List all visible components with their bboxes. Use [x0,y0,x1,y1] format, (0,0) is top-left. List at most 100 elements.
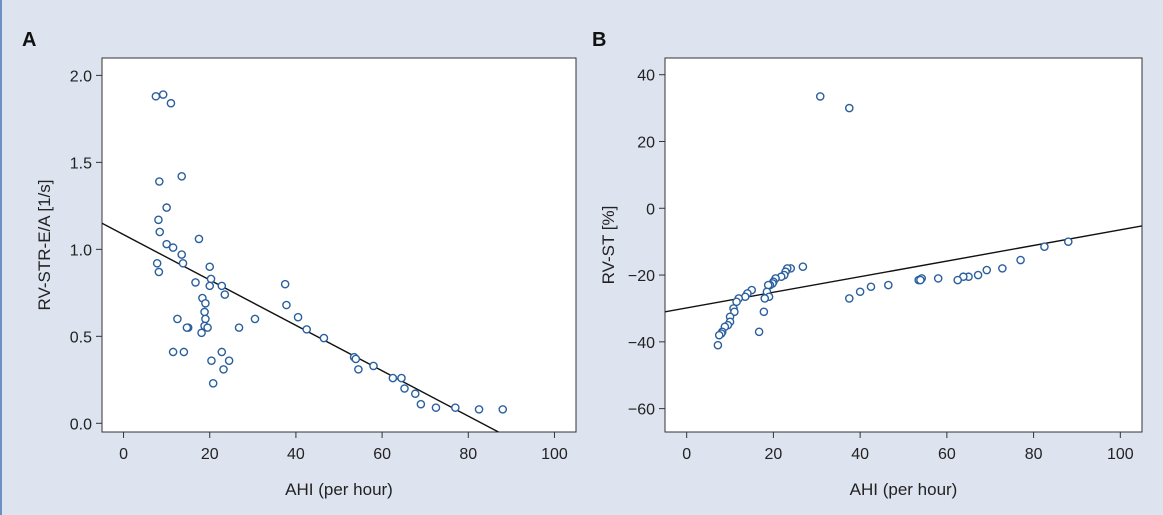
data-point [933,274,943,283]
x-tick-label: 80 [459,446,477,463]
data-point [732,297,741,307]
data-point [998,264,1007,273]
data-point [206,274,216,284]
data-point [855,287,865,297]
x-tick-label: 100 [1107,446,1134,463]
data-point [250,314,260,324]
y-tick-label: 40 [637,68,655,85]
data-point [844,103,854,113]
y-tick-label: −20 [628,268,655,285]
data-point [207,356,216,365]
x-axis-label: AHI (per hour) [285,480,393,499]
y-tick-label: 0.5 [70,329,92,346]
data-point [319,333,329,343]
y-tick-label: 1.5 [70,155,92,172]
x-tick-label: 40 [851,446,869,463]
data-point [162,239,171,249]
y-tick-label: 1.0 [70,242,92,259]
data-point [397,373,406,383]
data-point [197,328,206,338]
data-point [798,262,808,272]
data-point [234,323,244,332]
data-point [388,373,398,383]
y-axis-label: RV-STR-E/A [1/s] [35,179,54,310]
data-point [194,234,204,244]
data-point [178,258,188,268]
data-point [203,323,212,332]
x-tick-label: 80 [1025,446,1043,463]
regression-line [102,222,499,432]
data-point [474,405,484,414]
plot-area [101,57,577,433]
data-point [410,389,420,399]
data-point [815,92,825,101]
data-point [844,294,854,303]
data-point [191,278,200,287]
data-point [158,90,168,99]
x-tick-label: 0 [119,446,128,463]
data-point [916,275,925,285]
data-point [217,347,227,357]
data-point [220,290,230,299]
x-tick-label: 60 [373,446,391,463]
y-axis-label: RV-ST [%] [599,206,618,285]
data-point [182,323,192,332]
data-point [219,365,228,374]
data-point [1040,242,1049,251]
data-point [760,294,770,303]
y-tick-label: 0.0 [70,416,92,433]
data-point [166,98,176,108]
data-point [714,330,724,340]
data-point [400,384,409,393]
x-tick-label: 60 [938,446,956,463]
x-tick-label: 40 [287,446,305,463]
x-tick-label: 0 [682,446,691,463]
data-point [177,250,187,259]
data-point [866,282,876,292]
data-point [205,281,215,291]
data-point [351,354,361,364]
data-point [759,307,769,317]
data-point [200,307,209,317]
y-tick-label: 20 [637,134,655,151]
data-point [416,399,426,409]
data-point [763,280,773,290]
data-point [224,356,234,365]
data-point [217,281,227,291]
data-point [201,314,210,324]
data-point [155,227,165,237]
data-point [154,267,164,277]
y-tick-label: −40 [628,335,655,352]
panel-letter: B [592,29,606,51]
data-point [302,325,311,334]
y-tick-label: 2.0 [70,68,92,85]
data-point [177,171,187,181]
data-point [369,361,378,371]
data-point [205,262,215,272]
data-point [953,275,963,285]
data-point [173,314,182,324]
x-tick-label: 100 [541,446,568,463]
y-tick-label: 0 [646,201,655,218]
data-point [282,300,291,310]
data-point [451,403,460,412]
data-point [1016,255,1025,265]
data-point [155,177,164,186]
panel-a: A 0 20 40 60 80 100 0.0 0.5 1.0 1.5 2.0 AHI (per hou… [22,29,577,499]
data-point [201,298,210,308]
data-point [168,347,178,357]
data-point [154,215,163,225]
y-tick-label: −60 [628,402,655,419]
data-point [973,270,983,280]
data-point [754,327,764,337]
x-tick-label: 20 [765,446,783,463]
data-point [713,340,723,350]
data-point [354,365,363,374]
data-point [884,280,893,290]
panel-b: B 0 20 40 60 80 100 −60 −40 −20 0 20 40 AHI (per hour… [592,29,1143,499]
data-point [168,243,178,252]
data-point [280,279,290,289]
plot-area [664,57,1143,433]
